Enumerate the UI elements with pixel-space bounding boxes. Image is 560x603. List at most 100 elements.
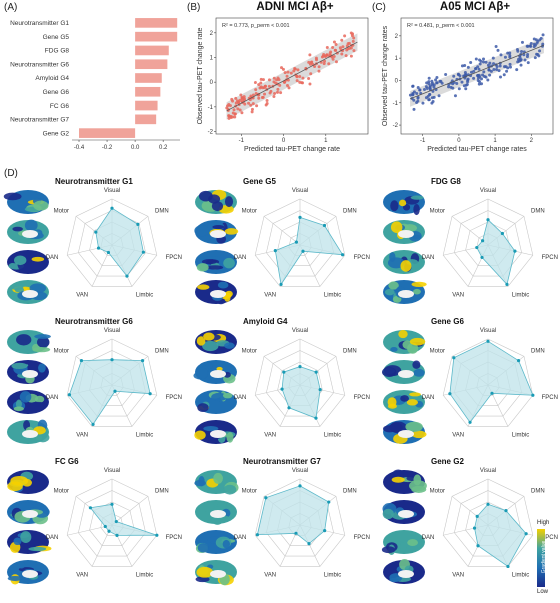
bar-7 [135, 114, 157, 125]
radar-area-7 [256, 485, 330, 545]
scatter-c-point-185 [415, 101, 419, 105]
scatter-c-point-22 [505, 69, 509, 73]
scatter-b-point-35 [238, 108, 242, 112]
scatter-b-point-53 [287, 86, 291, 90]
scatter-c-xlabel: Predicted tau-PET change rates [427, 146, 527, 153]
brain-thumb-6-1 [7, 500, 50, 525]
scatter-b-point-104 [308, 82, 312, 86]
scatter-c-point-197 [428, 92, 432, 96]
radar-axis-label-0-4: VAN [76, 293, 88, 299]
radar-title-7: Neurotransmitter G7 [243, 457, 321, 466]
scatter-c-point-151 [482, 70, 486, 74]
scatter-c-point-156 [412, 107, 416, 111]
scatter-c-point-75 [482, 60, 486, 64]
scatter-c-point-119 [477, 82, 481, 86]
radar-point-0-2 [141, 250, 145, 254]
bar-label-8: Gene G2 [43, 130, 70, 137]
scatter-b-point-80 [340, 52, 344, 56]
radar-point-0-4 [106, 250, 111, 255]
radar-point-0-5 [96, 246, 101, 250]
scatter-b-point-148 [231, 111, 235, 115]
scatter-b-point-166 [346, 42, 350, 46]
scatter-c-ytick-label-4: 2 [395, 34, 399, 40]
scatter-c-point-139 [489, 69, 493, 73]
scatter-b-point-36 [259, 77, 263, 81]
scatter-c-point-86 [497, 69, 501, 73]
scatter-b-point-139 [317, 69, 321, 73]
scatter-b-point-25 [265, 99, 269, 103]
scatter-c-point-57 [474, 67, 478, 71]
scatter-b-ylabel: Observed tau-PET change rate [197, 28, 204, 125]
brain-thumb-2-1 [383, 220, 425, 244]
brain-thumb-6-2 [7, 530, 52, 554]
scatter-c-point-187 [518, 58, 522, 62]
radar-axis-label-0-6: Motor [54, 209, 69, 215]
scatter-b-point-168 [343, 34, 347, 38]
radar-ring-2-3 [442, 198, 534, 287]
scatter-c-point-193 [416, 95, 420, 99]
scatter-c-point-183 [428, 85, 432, 89]
scatter-c-point-179 [451, 86, 455, 90]
brain-thumb-7-0 [194, 470, 239, 495]
radar-spoke-6-1 [111, 496, 149, 526]
radar-axis-label-3-0: Visual [104, 328, 120, 334]
colorbar-gradient [537, 529, 545, 587]
radar-area-6 [89, 503, 157, 536]
radar-axis-label-6-1: DMN [155, 489, 169, 495]
radar-axis-label-7-6: Motor [242, 489, 257, 495]
scatter-b-point-54 [267, 78, 271, 82]
scatter-c-point-199 [476, 79, 480, 83]
radar-point-0-3 [125, 274, 129, 278]
radar-axis-label-2-6: Motor [430, 209, 445, 215]
radar-ring-1-3 [254, 198, 346, 287]
brain-thumb-8-0 [383, 469, 427, 494]
radar-axis-label-7-3: Limbic [324, 573, 341, 579]
radar-area-8 [474, 503, 527, 568]
scatter-c-point-113 [411, 84, 415, 88]
scatter-b-point-20 [255, 104, 259, 108]
scatter-b-point-28 [234, 96, 238, 100]
scatter-c-point-147 [535, 41, 539, 45]
radar-axis-label-2-3: Limbic [512, 293, 529, 299]
scatter-b-point-55 [331, 57, 335, 61]
scatter-c-point-102 [539, 36, 543, 40]
radar-point-6-1 [114, 519, 118, 524]
brain-thumb-1-1 [194, 220, 239, 244]
scatter-c-point-95 [516, 60, 520, 64]
scatter-c-point-138 [421, 101, 425, 105]
radar-point-1-5 [273, 249, 277, 253]
radar-axis-label-3-6: Motor [54, 349, 69, 355]
radar-axis-label-4-6: Motor [242, 349, 257, 355]
radar-ring-7-3 [254, 478, 346, 567]
bar-xtick-label-2: 0.0 [131, 145, 140, 151]
radar-panel-7: Neurotransmitter G7 Visual DMN FPCN Limbic VA… [194, 457, 370, 586]
bar-1 [135, 31, 178, 42]
scatter-b-point-144 [276, 87, 280, 91]
scatter-b-point-119 [285, 84, 289, 88]
scatter-b-point-110 [293, 67, 297, 71]
scatter-b-point-83 [301, 81, 305, 85]
radar-panel-6: FC G6 Visual DMN FPCN Limbic VAN DAN Motor [7, 457, 182, 585]
scatter-b-ytick-label-1: -1 [208, 105, 214, 111]
scatter-c-point-180 [427, 98, 431, 102]
radar-axis-label-1-3: Limbic [324, 293, 341, 299]
radar-point-6-4 [107, 529, 111, 533]
radar-axis-label-6-3: Limbic [136, 573, 153, 579]
brain-thumb-0-0 [3, 190, 49, 214]
brain-thumb-4-0 [195, 330, 237, 354]
scatter-c-point-191 [466, 65, 470, 69]
scatter-c-points [408, 33, 545, 111]
scatter-b-title: ADNI MCI Aβ+ [256, 1, 334, 13]
radar-point-8-4 [476, 544, 480, 548]
scatter-b-point-6 [236, 107, 240, 111]
radar-axis-label-7-2: FPCN [354, 535, 370, 541]
scatter-c-point-41 [496, 48, 500, 52]
scatter-b-point-121 [349, 46, 353, 50]
radar-point-2-1 [500, 231, 504, 236]
scatter-c-xtick-label-0: -1 [420, 138, 426, 144]
radar-axis-label-3-1: DMN [155, 349, 169, 355]
radar-point-5-2 [531, 393, 535, 397]
radar-point-8-6 [475, 514, 479, 518]
scatter-c-point-34 [523, 58, 527, 62]
